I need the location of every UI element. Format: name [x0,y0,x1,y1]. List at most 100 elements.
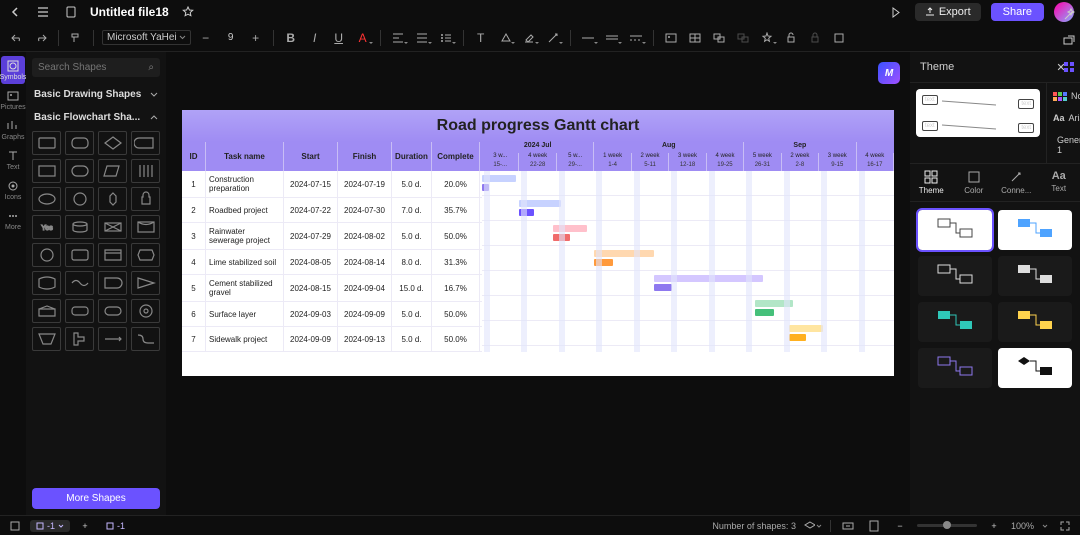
crop-icon[interactable] [830,29,848,47]
lock-open-icon[interactable] [782,29,800,47]
line-weight-icon[interactable] [603,29,621,47]
shape-item[interactable] [32,131,61,155]
shape-item[interactable] [32,299,61,323]
shape-item[interactable] [65,327,94,351]
theme-preset[interactable] [918,210,992,250]
theme-tab-text[interactable]: AaText [1038,170,1080,195]
star-icon[interactable] [179,3,197,21]
theme-preset[interactable] [998,210,1072,250]
canvas-page[interactable]: Road progress Gantt chart ID Task name S… [182,110,894,376]
brand-badge-icon[interactable]: M [878,62,900,84]
fit-width-icon[interactable] [839,517,857,535]
underline-icon[interactable]: U [330,29,348,47]
zoom-slider[interactable] [917,524,977,527]
theme-tab-color[interactable]: Color [953,170,996,195]
file-title[interactable]: Untitled file18 [90,5,169,19]
share-button[interactable]: Share [991,3,1044,21]
shape-item[interactable] [65,243,94,267]
theme-preset[interactable] [918,302,992,342]
fill-icon[interactable] [496,29,514,47]
undo-icon[interactable] [8,29,26,47]
menu-icon[interactable] [34,3,52,21]
shape-item[interactable] [131,131,160,155]
shape-item[interactable]: Yes [32,215,61,239]
highlight-icon[interactable] [520,29,538,47]
italic-icon[interactable]: I [306,29,324,47]
theme-preset[interactable] [998,302,1072,342]
shape-item[interactable] [98,215,127,239]
page-tab-a[interactable]: -1 [30,520,70,532]
shape-item[interactable] [65,187,94,211]
shape-item[interactable] [32,187,61,211]
effects-icon[interactable] [758,29,776,47]
shape-item[interactable] [98,327,127,351]
theme-tab-connector[interactable]: Conne... [995,170,1038,195]
rail-symbols[interactable]: Symbols [1,56,25,84]
layers-toggle-icon[interactable] [804,517,822,535]
shape-item[interactable] [32,327,61,351]
zoom-in-icon[interactable]: + [985,517,1003,535]
fit-page-icon[interactable] [865,517,883,535]
text-tool-icon[interactable]: T [472,29,490,47]
shape-item[interactable] [32,243,61,267]
search-shapes-input[interactable] [32,58,160,77]
line-style-icon[interactable] [579,29,597,47]
lock-icon[interactable] [806,29,824,47]
rail-icons[interactable]: Icons [1,176,25,204]
shape-item[interactable] [65,215,94,239]
gantt-bar-plan[interactable] [789,325,823,332]
export-button[interactable]: Export [915,3,981,21]
line-dash-icon[interactable] [627,29,645,47]
rail-graphs[interactable]: Graphs [1,116,25,144]
shape-item[interactable] [98,271,127,295]
shape-item[interactable] [65,299,94,323]
shape-item[interactable] [131,215,160,239]
zoom-label[interactable]: 100% [1011,521,1034,531]
zoom-out-icon[interactable]: − [891,517,909,535]
theme-preset[interactable] [998,348,1072,388]
shape-item[interactable] [98,299,127,323]
list-icon[interactable] [437,29,455,47]
grid-icon[interactable] [1060,58,1078,76]
format-painter-icon[interactable] [67,29,85,47]
rail-text[interactable]: Text [1,146,25,174]
theme-preset[interactable] [998,256,1072,296]
shape-item[interactable] [65,271,94,295]
shape-item[interactable] [131,187,160,211]
shape-item[interactable] [98,131,127,155]
gantt-bar-progress[interactable] [654,284,672,291]
canvas-area[interactable]: M Road progress Gantt chart ID Task name… [166,52,910,515]
layers-icon[interactable] [1060,32,1078,50]
shape-item[interactable] [131,299,160,323]
font-family-select[interactable]: Microsoft YaHei [102,30,191,45]
outline-icon[interactable] [6,517,24,535]
more-shapes-button[interactable]: More Shapes [32,488,160,509]
rail-pictures[interactable]: Pictures [1,86,25,114]
add-page-icon[interactable]: + [76,517,94,535]
connector-icon[interactable] [544,29,562,47]
shape-item[interactable] [131,159,160,183]
shape-item[interactable] [131,271,160,295]
theme-connector-style[interactable]: General 1 [1047,131,1078,159]
theme-color-scheme[interactable]: Novel [1047,87,1078,105]
shape-item[interactable] [65,159,94,183]
back-icon[interactable] [6,3,24,21]
rail-more[interactable]: More [1,206,25,234]
fullscreen-icon[interactable] [1056,517,1074,535]
ungroup-icon[interactable] [734,29,752,47]
bold-icon[interactable]: B [282,29,300,47]
file-icon[interactable] [62,3,80,21]
search-icon[interactable]: ⌕ [148,62,154,73]
shape-item[interactable] [98,187,127,211]
shape-category-basic-flowchart[interactable]: Basic Flowchart Sha... [26,106,166,129]
gantt-bar-plan[interactable] [594,250,654,257]
font-size-minus[interactable]: − [197,29,215,47]
gantt-bar-progress[interactable] [789,334,806,341]
font-size-plus[interactable]: + [247,29,265,47]
shape-item[interactable] [32,271,61,295]
font-size-input[interactable]: 9 [221,32,241,43]
theme-font[interactable]: AaArial [1047,109,1078,127]
align-v-icon[interactable] [413,29,431,47]
shape-item[interactable] [131,327,160,351]
play-icon[interactable] [887,3,905,21]
